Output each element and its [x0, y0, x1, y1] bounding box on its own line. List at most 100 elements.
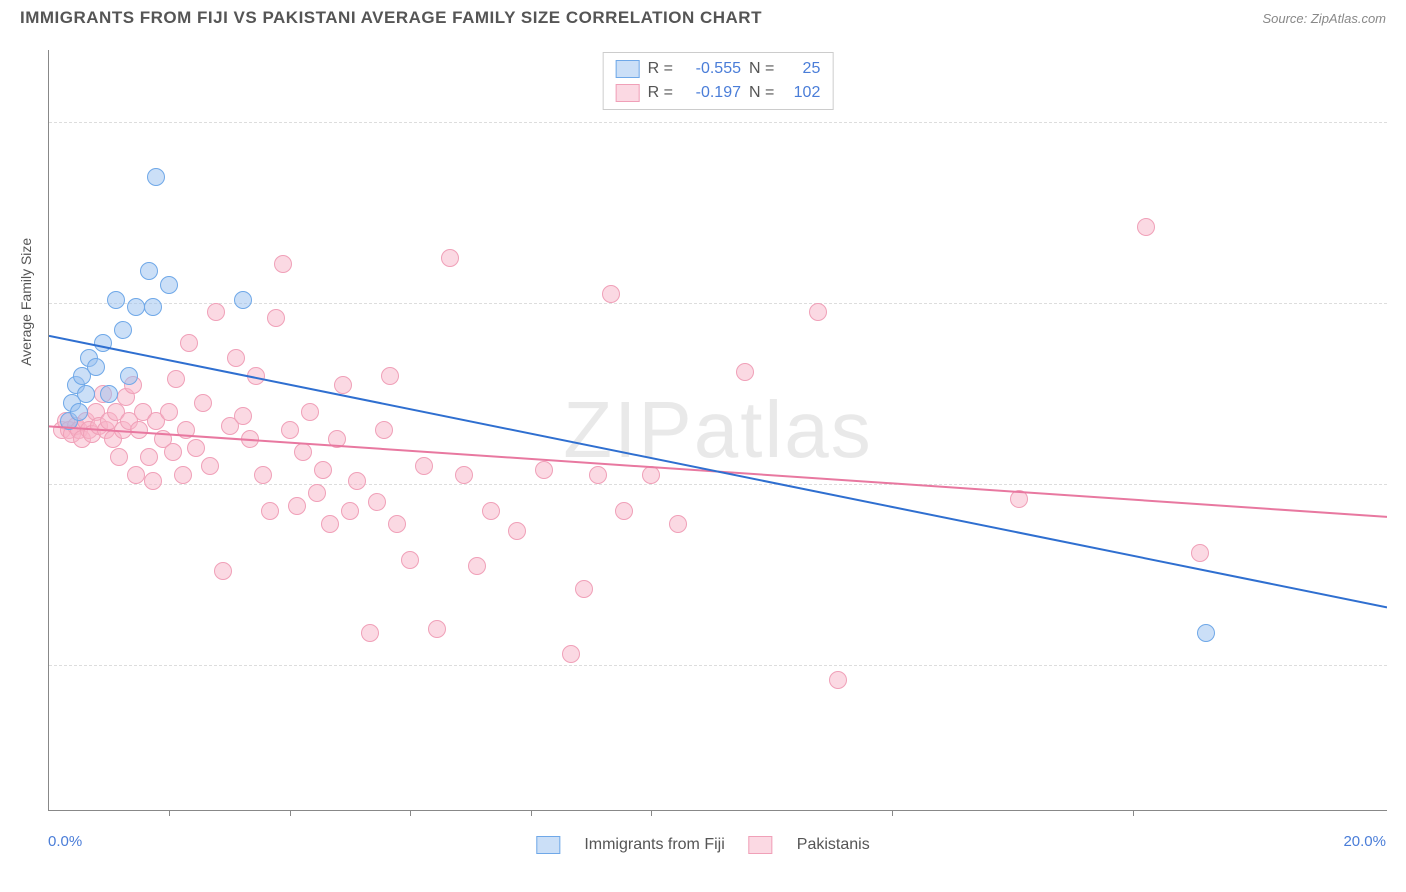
pakistanis-point	[174, 466, 192, 484]
pakistanis-point	[508, 522, 526, 540]
fiji-point	[140, 262, 158, 280]
pakistanis-point	[267, 309, 285, 327]
pakistanis-point	[809, 303, 827, 321]
watermark-text: ZIPatlas	[563, 384, 872, 476]
fiji-swatch-icon	[536, 836, 560, 854]
fiji-point	[160, 276, 178, 294]
fiji-point	[1197, 624, 1215, 642]
fiji-point	[107, 291, 125, 309]
pakistanis-point	[234, 407, 252, 425]
pakistanis-point	[177, 421, 195, 439]
pakistanis-point	[294, 443, 312, 461]
fiji-swatch-icon	[616, 60, 640, 78]
pakistanis-point	[261, 502, 279, 520]
fiji-r-value: -0.555	[681, 57, 741, 81]
correlation-legend: R = -0.555 N = 25 R = -0.197 N = 102	[603, 52, 834, 110]
pakistanis-point	[615, 502, 633, 520]
fiji-point	[87, 358, 105, 376]
pakistanis-point	[1137, 218, 1155, 236]
pakistanis-point	[127, 466, 145, 484]
r-label: R =	[648, 81, 673, 105]
grid-line	[49, 484, 1387, 485]
pakistanis-point	[167, 370, 185, 388]
pakistanis-series-label: Pakistanis	[797, 836, 870, 854]
fiji-point	[127, 298, 145, 316]
pakistanis-point	[602, 285, 620, 303]
fiji-point	[120, 367, 138, 385]
pakistanis-point	[482, 502, 500, 520]
pakistanis-point	[201, 457, 219, 475]
pakistanis-point	[642, 466, 660, 484]
pakistanis-point	[368, 493, 386, 511]
pakistanis-point	[589, 466, 607, 484]
pakistanis-r-value: -0.197	[681, 81, 741, 105]
x-tick	[651, 810, 652, 816]
series-legend: Immigrants from Fiji Pakistanis	[536, 836, 869, 854]
pakistanis-point	[441, 249, 459, 267]
pakistanis-point	[130, 421, 148, 439]
pakistanis-point	[321, 515, 339, 533]
pakistanis-point	[314, 461, 332, 479]
pakistanis-point	[288, 497, 306, 515]
x-tick	[531, 810, 532, 816]
pakistanis-point	[1010, 490, 1028, 508]
pakistanis-point	[328, 430, 346, 448]
pakistanis-point	[274, 255, 292, 273]
pakistanis-point	[254, 466, 272, 484]
pakistanis-point	[1191, 544, 1209, 562]
n-label: N =	[749, 81, 774, 105]
pakistanis-point	[535, 461, 553, 479]
pakistanis-point	[361, 624, 379, 642]
pakistanis-point	[194, 394, 212, 412]
fiji-n-value: 25	[782, 57, 820, 81]
x-tick	[410, 810, 411, 816]
pakistanis-point	[144, 472, 162, 490]
chart-title: IMMIGRANTS FROM FIJI VS PAKISTANI AVERAG…	[20, 8, 762, 28]
pakistanis-point	[227, 349, 245, 367]
pakistanis-point	[334, 376, 352, 394]
pakistanis-point	[164, 443, 182, 461]
chart-header: IMMIGRANTS FROM FIJI VS PAKISTANI AVERAG…	[0, 0, 1406, 32]
pakistanis-point	[575, 580, 593, 598]
pakistanis-point	[829, 671, 847, 689]
pakistanis-point	[401, 551, 419, 569]
pakistanis-swatch-icon	[616, 84, 640, 102]
x-tick	[892, 810, 893, 816]
n-label: N =	[749, 57, 774, 81]
pakistanis-point	[140, 448, 158, 466]
fiji-point	[234, 291, 252, 309]
fiji-point	[77, 385, 95, 403]
fiji-point	[100, 385, 118, 403]
pakistanis-point	[214, 562, 232, 580]
fiji-point	[144, 298, 162, 316]
pakistanis-point	[301, 403, 319, 421]
pakistanis-point	[308, 484, 326, 502]
r-label: R =	[648, 57, 673, 81]
pakistanis-point	[468, 557, 486, 575]
pakistanis-swatch-icon	[749, 836, 773, 854]
pakistanis-point	[428, 620, 446, 638]
pakistanis-point	[669, 515, 687, 533]
pakistanis-point	[241, 430, 259, 448]
x-tick	[290, 810, 291, 816]
pakistanis-point	[736, 363, 754, 381]
legend-row-fiji: R = -0.555 N = 25	[616, 57, 821, 81]
pakistanis-point	[110, 448, 128, 466]
y-axis-label: Average Family Size	[18, 238, 34, 366]
x-tick	[1133, 810, 1134, 816]
grid-line	[49, 665, 1387, 666]
pakistanis-point	[187, 439, 205, 457]
pakistanis-point	[381, 367, 399, 385]
pakistanis-n-value: 102	[782, 81, 820, 105]
legend-row-pakistanis: R = -0.197 N = 102	[616, 81, 821, 105]
fiji-point	[147, 168, 165, 186]
fiji-point	[70, 403, 88, 421]
pakistanis-point	[375, 421, 393, 439]
x-axis-max-label: 20.0%	[1343, 833, 1386, 850]
x-tick	[169, 810, 170, 816]
grid-line	[49, 122, 1387, 123]
pakistanis-point	[341, 502, 359, 520]
source-text: Source: ZipAtlas.com	[1262, 11, 1386, 26]
fiji-series-label: Immigrants from Fiji	[584, 836, 724, 854]
fiji-point	[94, 334, 112, 352]
